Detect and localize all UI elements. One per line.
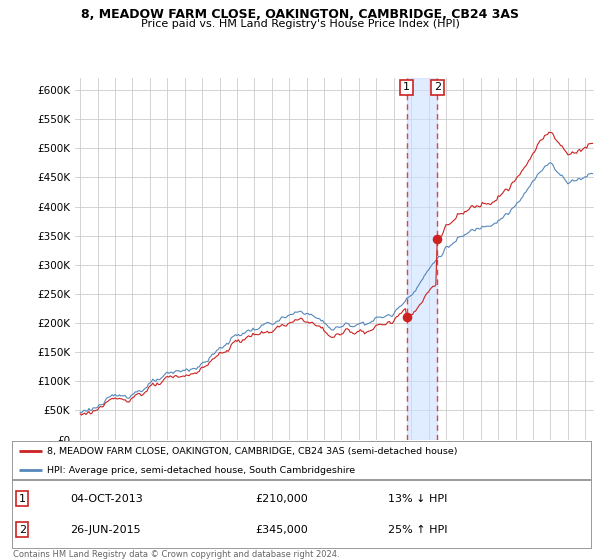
- Text: 13% ↓ HPI: 13% ↓ HPI: [388, 493, 448, 503]
- Text: 1: 1: [19, 493, 26, 503]
- Point: [433, 234, 442, 243]
- Text: £210,000: £210,000: [255, 493, 308, 503]
- Text: 8, MEADOW FARM CLOSE, OAKINGTON, CAMBRIDGE, CB24 3AS: 8, MEADOW FARM CLOSE, OAKINGTON, CAMBRID…: [81, 8, 519, 21]
- Text: 2: 2: [434, 82, 441, 92]
- Text: Contains HM Land Registry data © Crown copyright and database right 2024.
This d: Contains HM Land Registry data © Crown c…: [13, 550, 340, 560]
- Text: £345,000: £345,000: [255, 525, 308, 535]
- Bar: [407, 78, 437, 440]
- Text: Price paid vs. HM Land Registry's House Price Index (HPI): Price paid vs. HM Land Registry's House …: [140, 19, 460, 29]
- Text: 8, MEADOW FARM CLOSE, OAKINGTON, CAMBRIDGE, CB24 3AS (semi-detached house): 8, MEADOW FARM CLOSE, OAKINGTON, CAMBRID…: [47, 447, 457, 456]
- Text: 2: 2: [19, 525, 26, 535]
- Text: 26-JUN-2015: 26-JUN-2015: [70, 525, 140, 535]
- Text: 04-OCT-2013: 04-OCT-2013: [70, 493, 143, 503]
- Text: 25% ↑ HPI: 25% ↑ HPI: [388, 525, 448, 535]
- Point: [402, 313, 412, 322]
- Text: 1: 1: [403, 82, 410, 92]
- Text: HPI: Average price, semi-detached house, South Cambridgeshire: HPI: Average price, semi-detached house,…: [47, 466, 355, 475]
